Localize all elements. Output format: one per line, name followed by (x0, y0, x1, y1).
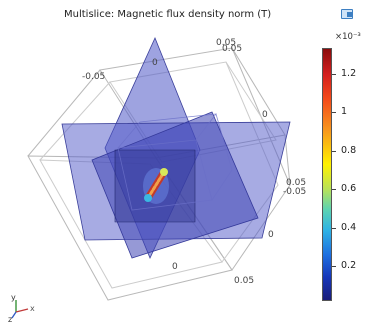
axis-orientation-triad: y x z (8, 293, 35, 322)
colorbar-label: 0.6 (341, 183, 357, 194)
tick-label: 0.05 (216, 38, 237, 48)
colorbar-multiplier: ×10⁻³ (335, 32, 361, 42)
colorbar-label: 1 (341, 106, 348, 117)
colorbar (322, 48, 332, 301)
colorbar-label: 0.4 (341, 222, 357, 233)
tick-label: 0.05 (234, 276, 255, 286)
plot-title: Multislice: Magnetic flux density norm (… (64, 9, 272, 20)
tick-label: -0.05 (283, 187, 307, 197)
colorbar-label: 0.2 (341, 260, 357, 271)
colorbar-label: 0.8 (341, 145, 357, 156)
view-icon[interactable] (341, 9, 353, 19)
colorbar-label: 1.2 (341, 68, 357, 79)
coil-source (143, 168, 169, 204)
tick-label: 0 (172, 262, 178, 272)
tick-label: 0.05 (222, 44, 243, 54)
tick-label: 0 (152, 58, 158, 68)
tick-label: 0 (262, 110, 268, 120)
axis-z-label: z (8, 315, 12, 322)
tick-label: 0.05 (286, 178, 307, 188)
axis-x-label: x (30, 304, 35, 313)
tick-label: 0 (268, 230, 274, 240)
tick-label: -0.05 (82, 72, 106, 82)
axis-y-label: y (11, 293, 16, 302)
inner-box (117, 113, 233, 211)
